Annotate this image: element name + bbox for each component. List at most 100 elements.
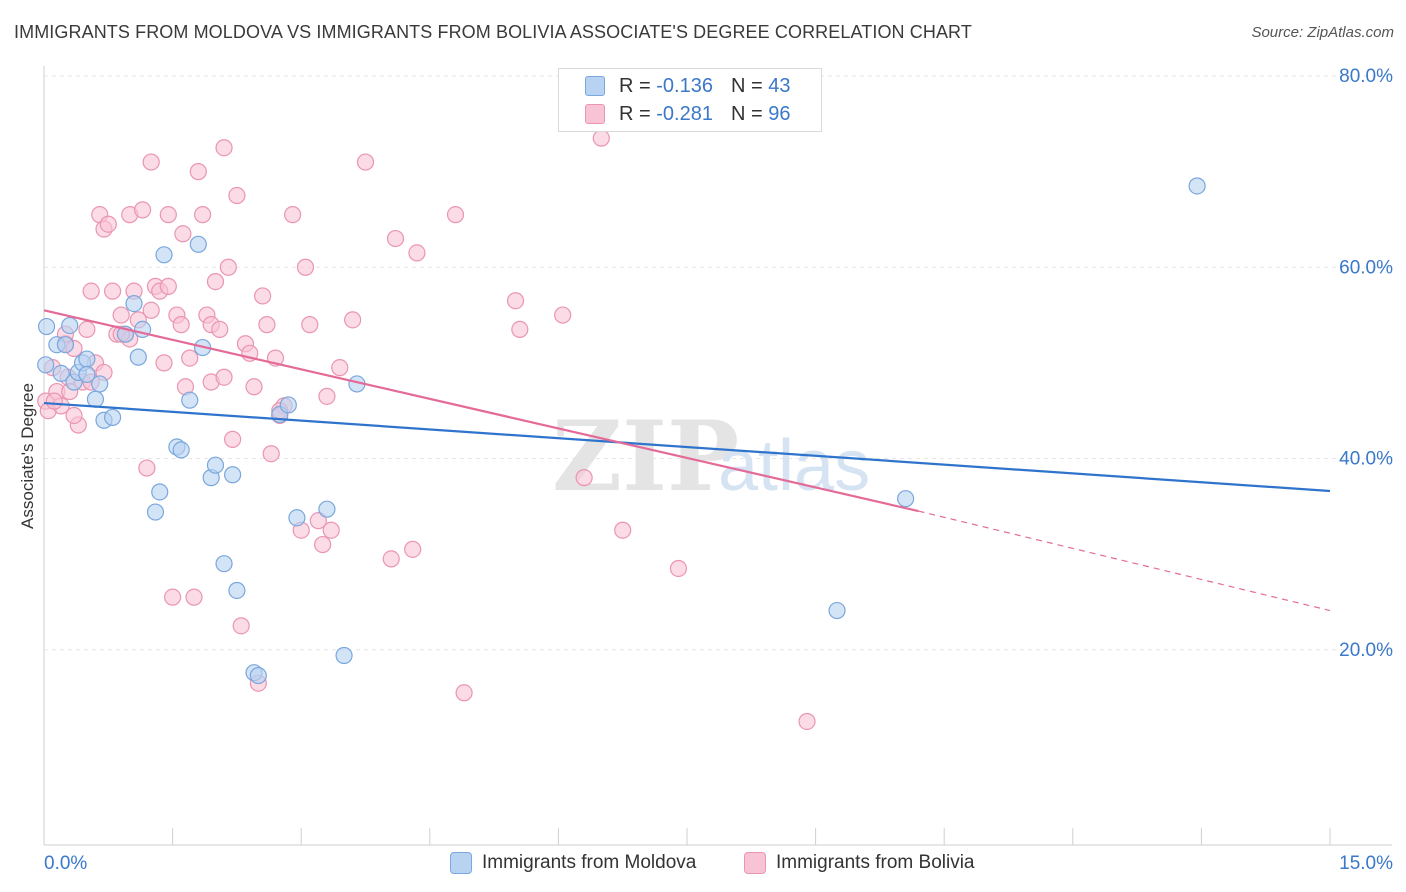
watermark-atlas: atlas — [718, 426, 870, 506]
bolivia-trend-line — [918, 510, 1331, 612]
bolivia-point — [404, 540, 422, 558]
moldova-point — [151, 483, 169, 501]
moldova-point — [56, 336, 75, 354]
legend-n-value: 43 — [768, 74, 791, 97]
bolivia-point — [258, 316, 276, 334]
legend-r-label: R = — [619, 102, 651, 125]
bolivia-point — [228, 186, 246, 205]
bolivia-point — [45, 392, 63, 410]
bolivia-point — [669, 559, 688, 578]
bolivia-point — [344, 311, 362, 329]
legend-r-label: R = — [619, 74, 651, 97]
chart-source: Source: ZipAtlas.com — [1251, 24, 1394, 41]
bottom-legend-label: Immigrants from Bolivia — [776, 852, 975, 873]
bolivia-point — [254, 287, 272, 305]
y-tick-label: 80.0% — [1339, 66, 1393, 87]
bolivia-point — [138, 459, 156, 477]
y-tick-label: 40.0% — [1339, 449, 1393, 470]
moldova-point — [103, 408, 122, 426]
gridlines — [44, 75, 1392, 651]
legend-r-value: -0.281 — [656, 102, 713, 125]
moldova-point — [61, 316, 79, 335]
bolivia-point — [318, 387, 336, 405]
bottom-legend-label: Immigrants from Moldova — [482, 852, 697, 873]
bolivia-point — [301, 316, 319, 334]
moldova-point — [224, 466, 242, 484]
watermark-zip: ZIP — [552, 400, 739, 513]
legend-n-value: 96 — [768, 102, 791, 125]
legend-row-bolivia: R = -0.281 N = 96 — [585, 101, 790, 127]
x-tick-label: 15.0% — [1339, 853, 1393, 874]
moldova-point — [52, 364, 70, 382]
moldova-points — [37, 177, 1206, 685]
bolivia-point — [455, 684, 473, 702]
bolivia-point — [215, 139, 233, 157]
bolivia-point — [614, 521, 632, 539]
bolivia-point — [284, 206, 302, 224]
moldova-point — [318, 500, 336, 518]
axes — [43, 66, 1392, 846]
moldova-point — [189, 235, 207, 253]
bolivia-point — [142, 301, 160, 319]
bolivia-point — [219, 258, 237, 276]
bolivia-point — [798, 712, 816, 731]
moldova-point — [86, 390, 105, 408]
bolivia-point — [133, 201, 152, 219]
bolivia-point — [296, 258, 315, 276]
bottom-legend-moldova: Immigrants from Moldova — [450, 852, 696, 874]
bolivia-point — [382, 550, 400, 568]
moldova-point — [249, 666, 267, 685]
moldova-point — [91, 375, 109, 393]
trend-lines — [43, 309, 1331, 612]
bolivia-point — [172, 316, 190, 334]
moldova-swatch — [450, 852, 472, 874]
bolivia-point — [356, 153, 375, 171]
moldova-point — [129, 348, 147, 366]
moldova-point — [279, 396, 297, 414]
moldova-point — [288, 509, 306, 527]
bolivia-point — [82, 282, 100, 300]
bolivia-point — [309, 512, 327, 530]
bolivia-point — [189, 163, 207, 181]
bolivia-point — [386, 229, 405, 248]
y-tick-label: 60.0% — [1339, 257, 1393, 278]
bolivia-point — [103, 282, 122, 300]
bolivia-point — [215, 368, 233, 386]
moldova-point — [215, 555, 233, 573]
moldova-point — [181, 391, 199, 409]
bolivia-point — [174, 225, 192, 243]
tick-labels: 20.0% 40.0% 60.0% 80.0% 0.0% 15.0% — [44, 66, 1393, 874]
chart-title: IMMIGRANTS FROM MOLDOVA VS IMMIGRANTS FR… — [14, 22, 972, 42]
moldova-point — [78, 365, 96, 383]
bolivia-point — [575, 469, 593, 487]
bolivia-point — [554, 306, 572, 324]
bolivia-swatch — [744, 852, 766, 874]
moldova-trend-line — [43, 401, 1331, 493]
moldova-point — [228, 581, 246, 600]
moldova-point — [828, 601, 846, 620]
y-tick-label: 20.0% — [1339, 640, 1393, 661]
bolivia-point — [206, 272, 225, 291]
bolivia-point — [211, 320, 229, 339]
moldova-point — [1188, 177, 1206, 195]
legend-box: R = -0.136 N = 43 R = -0.281 N = 96 — [558, 68, 822, 132]
bolivia-point — [78, 320, 96, 339]
x-tick-label: 0.0% — [44, 853, 87, 874]
bolivia-point — [159, 277, 177, 295]
moldova-point — [78, 350, 96, 368]
bolivia-point — [112, 306, 130, 324]
bolivia-point — [506, 292, 525, 310]
bolivia-point — [511, 320, 529, 339]
bolivia-swatch — [585, 104, 605, 124]
bolivia-point — [322, 521, 340, 539]
bolivia-point — [314, 535, 332, 554]
bolivia-point — [181, 349, 199, 367]
bolivia-point — [194, 206, 212, 224]
bottom-legend-bolivia: Immigrants from Bolivia — [744, 852, 975, 874]
moldova-point — [125, 294, 143, 313]
bolivia-point — [232, 617, 250, 635]
moldova-point — [37, 317, 56, 336]
legend-n-label: N = — [730, 74, 763, 97]
